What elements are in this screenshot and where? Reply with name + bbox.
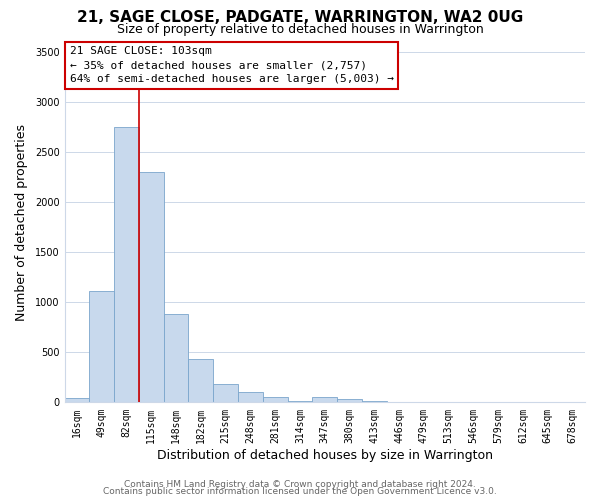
- Text: Contains HM Land Registry data © Crown copyright and database right 2024.: Contains HM Land Registry data © Crown c…: [124, 480, 476, 489]
- Bar: [188, 360, 213, 403]
- Bar: [89, 292, 114, 403]
- Bar: [263, 398, 287, 402]
- X-axis label: Distribution of detached houses by size in Warrington: Distribution of detached houses by size …: [157, 450, 493, 462]
- Y-axis label: Number of detached properties: Number of detached properties: [15, 124, 28, 321]
- Text: Size of property relative to detached houses in Warrington: Size of property relative to detached ho…: [116, 22, 484, 36]
- Bar: [65, 398, 89, 402]
- Bar: [164, 314, 188, 402]
- Text: 21, SAGE CLOSE, PADGATE, WARRINGTON, WA2 0UG: 21, SAGE CLOSE, PADGATE, WARRINGTON, WA2…: [77, 10, 523, 25]
- Bar: [213, 384, 238, 402]
- Text: Contains public sector information licensed under the Open Government Licence v3: Contains public sector information licen…: [103, 487, 497, 496]
- Bar: [139, 172, 164, 402]
- Text: 21 SAGE CLOSE: 103sqm
← 35% of detached houses are smaller (2,757)
64% of semi-d: 21 SAGE CLOSE: 103sqm ← 35% of detached …: [70, 46, 394, 84]
- Bar: [238, 392, 263, 402]
- Bar: [337, 400, 362, 402]
- Bar: [313, 398, 337, 402]
- Bar: [114, 128, 139, 402]
